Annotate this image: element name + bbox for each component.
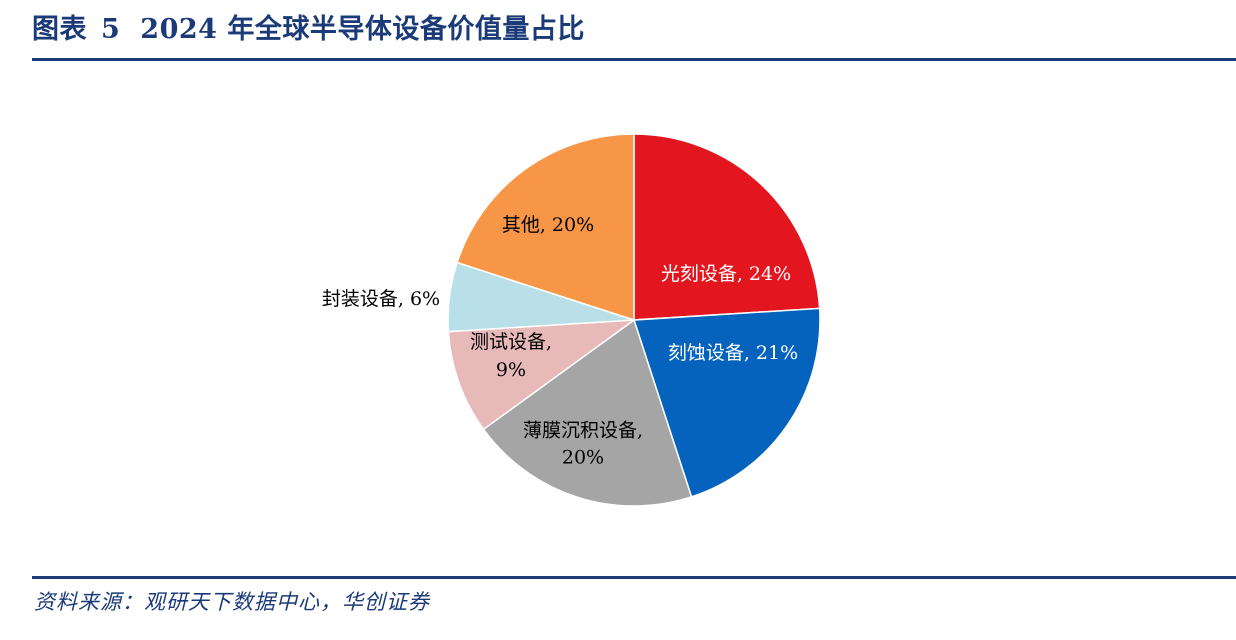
source-divider [32,576,1236,579]
pie-slice [633,133,821,321]
pie-slice-label-line: 其他, 20% [502,214,594,236]
pie-slice-label-line: 封装设备, 6% [322,288,440,310]
pie-slice [456,133,635,321]
pie-slice-label-line: 薄膜沉积设备, [523,420,643,442]
pie-slice [482,319,693,507]
pie-slice-label: 其他, 20% [502,214,594,236]
pie-slice-label-line: 光刻设备, 24% [661,263,791,285]
pie-slice [447,319,635,431]
pie-slice-label-line: 测试设备, [470,331,552,353]
pie-slice-label: 封装设备, 6% [322,288,440,310]
pie-slice-label-line: 20% [562,447,604,469]
pie-slice-label: 测试设备, 9% [470,331,552,381]
pie-slice-label-line: 9% [496,359,526,381]
pie-slice-label: 光刻设备, 24% [661,263,791,285]
pie-slice [633,307,821,498]
chart-area: 光刻设备, 24% 刻蚀设备, 21% 薄膜沉积设备, 20% 测试设备, 9% 封装设备,… [0,61,1236,576]
figure-title-text: 2024 年全球半导体设备价值量占比 [140,14,585,45]
figure-label: 图表 [32,14,87,45]
figure-title: 图表 5 2024 年全球半导体设备价值量占比 [32,8,585,52]
figure-number: 5 [101,14,121,45]
pie-slice-label: 薄膜沉积设备, 20% [523,420,643,469]
pie-chart: 光刻设备, 24% 刻蚀设备, 21% 薄膜沉积设备, 20% 测试设备, 9% 封装设备,… [322,133,821,507]
pie-slice-label-line: 刻蚀设备, 21% [668,342,798,364]
title-divider [32,58,1236,61]
source-note: 资料来源：观研天下数据中心，华创证券 [34,590,430,614]
pie-slice-label: 刻蚀设备, 21% [668,342,798,364]
